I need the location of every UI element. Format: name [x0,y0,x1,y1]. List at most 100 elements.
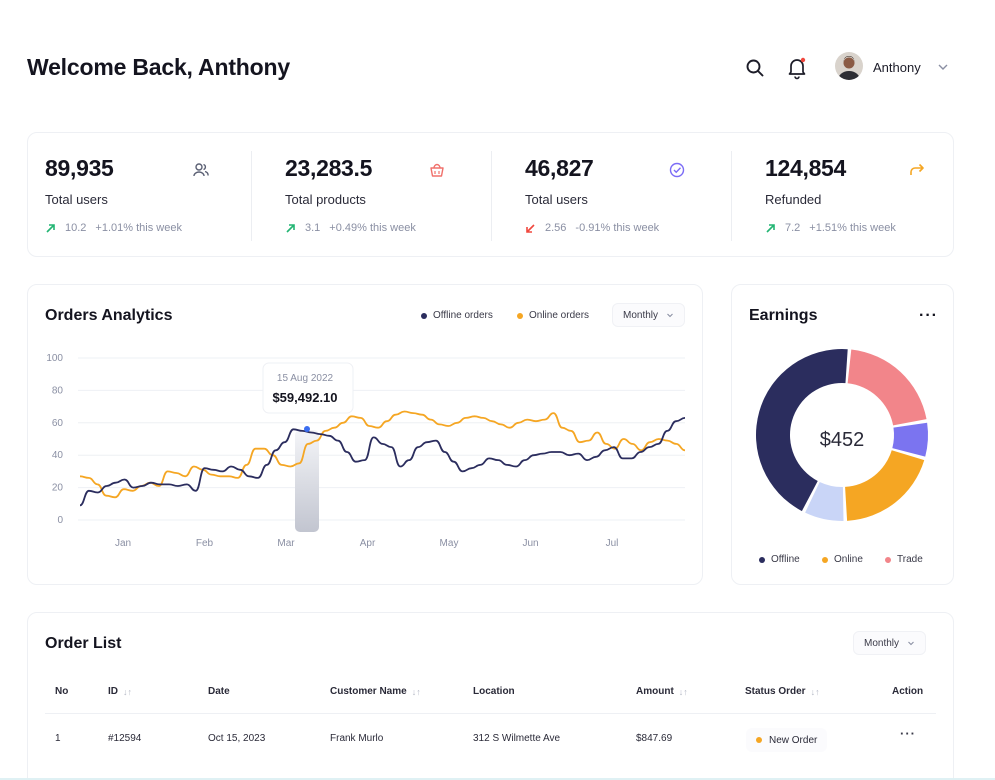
arrow-up-icon [766,223,775,233]
chevron-down-icon[interactable] [937,60,949,72]
legend-dot [822,556,828,563]
stat-label: Refunded [765,192,822,207]
orders-analytics-card: Orders Analytics Offline orders Online o… [27,284,703,585]
stat-change: +0.49% this week [329,222,416,234]
legend-dot [517,312,523,319]
column-header-action: Action [892,686,924,697]
stat-delta: 7.2 [785,222,801,234]
y-tick-label: 20 [52,483,64,494]
donut-slice-other [892,422,928,457]
check-circle-icon [660,153,694,187]
row-actions-icon[interactable]: ··· [900,726,916,741]
column-header-status[interactable]: Status Order ↓↑ [745,686,820,697]
order-list-card: Order List Monthly No ID ↓↑ Date Customer… [27,612,954,780]
legend-dot [759,556,765,563]
search-icon[interactable] [743,56,767,80]
y-tick-label: 0 [57,515,63,526]
x-tick-label: Jan [115,538,131,549]
page-title: Welcome Back, Anthony [27,54,290,80]
cell-date: Oct 15, 2023 [208,733,266,744]
x-tick-label: Feb [196,538,214,549]
sort-icon[interactable]: ↓↑ [411,686,421,697]
period-select[interactable]: Monthly [612,303,686,327]
y-tick-label: 40 [52,450,64,461]
stat-total-users: 89,935 Total users 10.2 +1.01% this week [28,133,260,258]
column-header-date: Date [208,686,230,697]
divider [45,713,936,714]
stat-value: 89,935 [45,155,114,181]
y-tick-label: 60 [52,418,64,429]
status-badge: New Order [746,728,828,752]
series-line-offline-orders [79,417,686,507]
period-select[interactable]: Monthly [853,631,927,655]
y-tick-label: 100 [46,353,63,364]
legend-label: Offline orders [433,310,493,321]
stat-label: Total users [45,192,108,207]
stat-value: 23,283.5 [285,155,373,181]
earnings-card: Earnings ··· $452 Offline Online Trade [731,284,954,585]
stat-value: 46,827 [525,155,594,181]
bell-icon[interactable] [785,55,809,81]
stat-delta: 3.1 [305,222,321,234]
stat-trend: 2.56 -0.91% this week [525,222,659,234]
column-header-id[interactable]: ID ↓↑ [108,686,132,697]
donut-slice-online [845,450,925,521]
user-name[interactable]: Anthony [873,60,921,75]
tooltip-date: 15 Aug 2022 [277,373,334,384]
hover-bar [295,430,319,532]
donut-slice-offline [756,349,848,512]
status-dot [756,737,762,743]
sort-icon[interactable]: ↓↑ [810,686,820,697]
legend-label: Trade [897,554,923,565]
earnings-donut-chart: $452 [756,349,928,521]
divider [251,151,252,241]
stat-trend: 7.2 +1.51% this week [765,222,896,234]
cell-amount: $847.69 [636,733,673,744]
chevron-down-icon [908,641,914,646]
stat-delta: 10.2 [65,222,87,234]
legend-trade: Trade [885,554,923,565]
stats-card: 89,935 Total users 10.2 +1.01% this week… [27,132,954,257]
x-tick-label: May [440,538,459,549]
legend-dot [421,312,427,319]
arrow-up-icon [46,223,55,233]
cell-customer: Frank Murlo [330,733,384,744]
column-header-customer[interactable]: Customer Name ↓↑ [330,686,421,697]
column-header-location: Location [473,686,515,697]
sort-icon[interactable]: ↓↑ [678,686,688,697]
stat-refunded: 124,854 Refunded 7.2 +1.51% this week [748,133,980,258]
stat-total-users-2: 46,827 Total users 2.56 -0.91% this week [508,133,740,258]
donut-slice-trade [847,349,927,426]
hover-point [304,426,310,432]
stat-label: Total products [285,192,366,207]
period-label: Monthly [623,309,659,321]
column-header-amount[interactable]: Amount ↓↑ [636,686,688,697]
users-icon [184,153,218,187]
legend-label: Online [834,554,863,565]
y-tick-label: 80 [52,385,64,396]
legend-label: Offline [771,554,800,565]
donut-center-value: $452 [820,429,865,451]
arrow-down-icon [526,223,535,233]
legend-online: Online orders [517,310,589,321]
stat-delta: 2.56 [545,222,567,234]
legend-label: Online orders [529,310,590,321]
legend-offline: Offline orders [421,310,493,321]
donut-slice-other [805,481,844,521]
orders-line-chart: 0 20 40 60 80 100 Jan Feb Mar Apr May Jun Jul 15 Aug… [46,353,686,549]
x-tick-label: Jul [606,538,619,549]
card-title: Earnings [749,307,818,324]
cell-no: 1 [55,733,61,744]
sort-icon[interactable]: ↓↑ [123,686,132,697]
stat-value: 124,854 [765,155,847,181]
cell-id: #12594 [108,733,142,744]
chevron-down-icon [667,313,673,318]
cell-location: 312 S Wilmette Ave [473,733,561,744]
stat-total-products: 23,283.5 Total products 3.1 +0.49% this … [268,133,500,258]
legend-offline: Offline [759,554,800,565]
avatar[interactable] [835,52,863,80]
series-line-online-orders [79,410,686,499]
column-header-no: No [55,686,69,697]
stat-change: +1.01% this week [95,222,182,234]
page-edge [0,778,995,780]
